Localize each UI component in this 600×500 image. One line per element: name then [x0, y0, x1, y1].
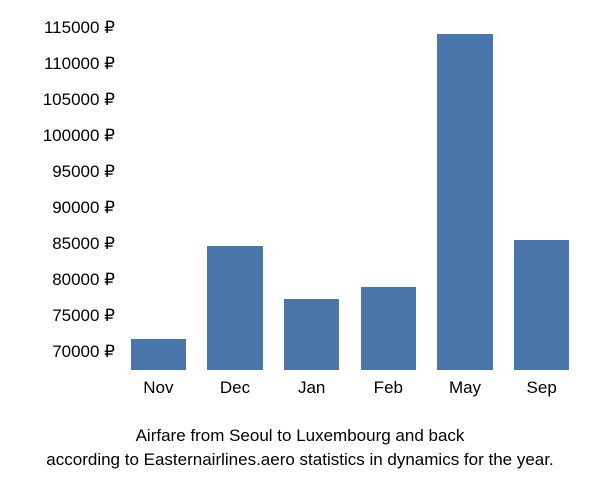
y-tick-label: 100000 ₽ [43, 126, 115, 146]
x-tick-label: May [449, 378, 481, 398]
bar [131, 339, 186, 370]
y-tick-label: 75000 ₽ [52, 306, 115, 326]
y-tick-label: 115000 ₽ [44, 18, 115, 38]
bar [514, 240, 569, 370]
x-tick-label: Dec [220, 378, 250, 398]
airfare-bar-chart: 70000 ₽ 75000 ₽ 80000 ₽ 85000 ₽ 90000 ₽ 95000… [0, 0, 600, 500]
bar [437, 34, 492, 370]
y-tick-label: 70000 ₽ [52, 342, 115, 362]
bar [361, 287, 416, 370]
y-tick-label: 80000 ₽ [52, 270, 115, 290]
x-tick-label: Sep [527, 378, 557, 398]
y-tick-label: 85000 ₽ [52, 234, 115, 254]
bar [284, 299, 339, 370]
chart-caption-line-2: according to Easternairlines.aero statis… [0, 449, 600, 472]
x-tick-label: Nov [143, 378, 173, 398]
chart-caption-line-1: Airfare from Seoul to Luxembourg and bac… [0, 425, 600, 448]
y-tick-label: 105000 ₽ [43, 90, 115, 110]
y-tick-label: 95000 ₽ [52, 162, 115, 182]
y-tick-label: 110000 ₽ [44, 54, 115, 74]
x-tick-label: Feb [374, 378, 403, 398]
plot-area [120, 10, 580, 370]
x-tick-label: Jan [298, 378, 325, 398]
y-tick-label: 90000 ₽ [52, 198, 115, 218]
bar [207, 246, 262, 370]
